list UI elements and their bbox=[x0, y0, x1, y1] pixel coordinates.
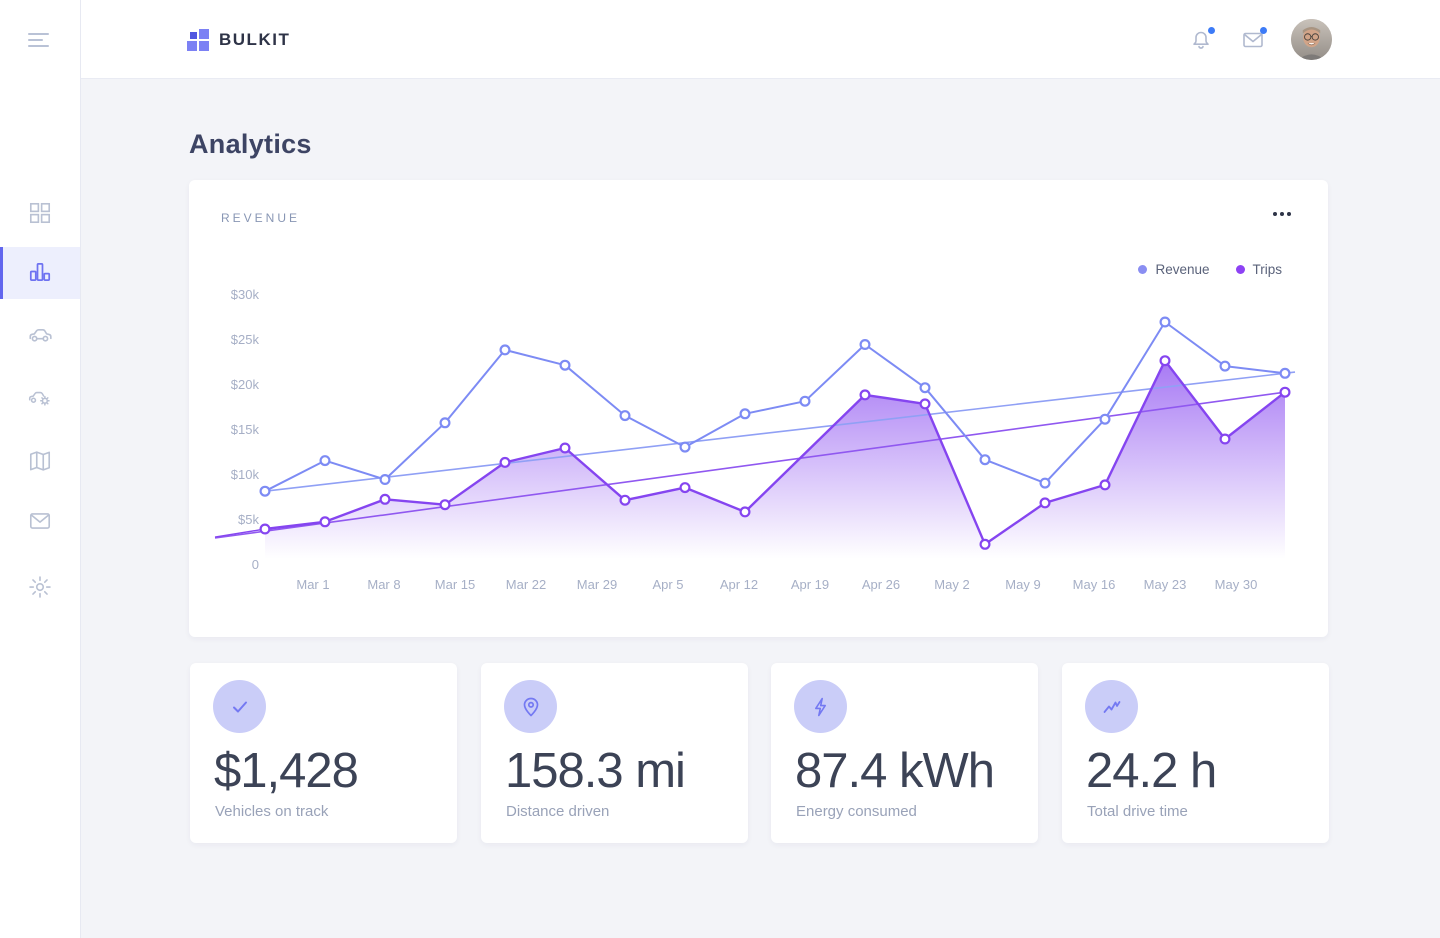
stat-label: Energy consumed bbox=[796, 803, 917, 820]
sidebar-item-vehicles[interactable] bbox=[0, 309, 80, 361]
navbar-actions bbox=[1187, 0, 1332, 79]
svg-text:$30k: $30k bbox=[231, 287, 260, 302]
svg-text:Mar 15: Mar 15 bbox=[435, 577, 475, 592]
stat-card-vehicles: $1,428 Vehicles on track bbox=[190, 663, 457, 843]
stat-card-drive-time: 24.2 h Total drive time bbox=[1062, 663, 1329, 843]
svg-text:May 16: May 16 bbox=[1073, 577, 1116, 592]
page-title: Analytics bbox=[189, 129, 312, 159]
legend-item-trips[interactable]: Trips bbox=[1235, 262, 1283, 277]
stat-value: 158.3 mi bbox=[505, 744, 686, 798]
sidebar bbox=[0, 0, 81, 938]
revenue-trips-line-chart[interactable]: $30k $25k $20k $15k $10k $5k 0 Mar 1 Mar 8 Mar 15… bbox=[189, 180, 1328, 637]
legend-dot-trips bbox=[1235, 265, 1245, 274]
svg-text:Apr 26: Apr 26 bbox=[862, 577, 900, 592]
gear-icon bbox=[27, 574, 53, 603]
bar-chart-icon bbox=[27, 259, 53, 288]
svg-text:0: 0 bbox=[252, 557, 259, 572]
map-icon bbox=[27, 448, 53, 477]
sidebar-item-car-service[interactable] bbox=[0, 372, 80, 424]
ellipsis-icon bbox=[1273, 212, 1277, 216]
stat-value: 87.4 kWh bbox=[795, 744, 995, 798]
top-navbar: BULKIT bbox=[0, 0, 1440, 79]
sidebar-item-dashboard[interactable] bbox=[0, 188, 80, 240]
svg-text:$10k: $10k bbox=[231, 467, 260, 482]
svg-text:May 30: May 30 bbox=[1215, 577, 1258, 592]
menu-toggle-button[interactable] bbox=[28, 33, 52, 47]
svg-text:Mar 29: Mar 29 bbox=[577, 577, 617, 592]
svg-text:May 9: May 9 bbox=[1005, 577, 1040, 592]
car-gear-icon bbox=[27, 384, 53, 413]
sidebar-item-settings[interactable] bbox=[0, 562, 80, 614]
stat-label: Distance driven bbox=[506, 803, 610, 820]
revenue-card-title: REVENUE bbox=[221, 211, 301, 225]
stat-card-energy: 87.4 kWh Energy consumed bbox=[771, 663, 1038, 843]
svg-text:Mar 22: Mar 22 bbox=[506, 577, 546, 592]
legend-dot-revenue bbox=[1138, 265, 1148, 274]
legend-label-trips: Trips bbox=[1252, 262, 1283, 277]
brand-logo: BULKIT bbox=[187, 0, 290, 79]
messages-button[interactable] bbox=[1239, 26, 1267, 54]
main-content: Analytics REVENUE Revenue Trips $30k $25k… bbox=[81, 79, 1440, 938]
sidebar-item-map[interactable] bbox=[0, 436, 80, 488]
svg-text:Mar 1: Mar 1 bbox=[296, 577, 329, 592]
mail-icon bbox=[1239, 28, 1267, 52]
svg-text:$15k: $15k bbox=[231, 422, 260, 437]
car-icon bbox=[27, 321, 53, 350]
stat-card-distance: 158.3 mi Distance driven bbox=[481, 663, 748, 843]
svg-text:Apr 19: Apr 19 bbox=[791, 577, 829, 592]
pulse-icon bbox=[1085, 680, 1138, 733]
svg-text:Apr 12: Apr 12 bbox=[720, 577, 758, 592]
sidebar-item-messages[interactable] bbox=[0, 496, 80, 548]
card-menu-button[interactable] bbox=[1269, 208, 1295, 220]
check-icon bbox=[213, 680, 266, 733]
sidebar-item-analytics[interactable] bbox=[0, 247, 80, 299]
bell-icon bbox=[1187, 28, 1215, 52]
map-pin-icon bbox=[504, 680, 557, 733]
stat-label: Total drive time bbox=[1087, 803, 1188, 820]
svg-text:Mar 8: Mar 8 bbox=[367, 577, 400, 592]
svg-text:Apr 5: Apr 5 bbox=[652, 577, 683, 592]
revenue-card: REVENUE Revenue Trips $30k $25k $20k $15k $1… bbox=[189, 180, 1328, 637]
svg-text:May 2: May 2 bbox=[934, 577, 969, 592]
message-badge bbox=[1260, 26, 1267, 34]
notification-badge bbox=[1208, 26, 1215, 34]
svg-text:$5k: $5k bbox=[238, 512, 259, 527]
stat-value: 24.2 h bbox=[1086, 744, 1217, 798]
bolt-icon bbox=[794, 680, 847, 733]
legend-label-revenue: Revenue bbox=[1155, 262, 1210, 277]
legend-item-revenue[interactable]: Revenue bbox=[1138, 262, 1210, 277]
svg-text:$25k: $25k bbox=[231, 332, 260, 347]
notifications-button[interactable] bbox=[1187, 26, 1215, 54]
avatar-photo bbox=[1291, 19, 1332, 60]
svg-text:May 23: May 23 bbox=[1144, 577, 1187, 592]
chart-legend: Revenue Trips bbox=[1138, 262, 1282, 277]
stat-value: $1,428 bbox=[214, 744, 359, 798]
brand-logo-icon bbox=[187, 28, 209, 51]
brand-name: BULKIT bbox=[219, 29, 291, 49]
stat-label: Vehicles on track bbox=[215, 803, 329, 820]
grid-icon bbox=[27, 200, 53, 229]
mail-icon bbox=[27, 508, 53, 537]
user-avatar[interactable] bbox=[1291, 19, 1332, 60]
svg-text:$20k: $20k bbox=[231, 377, 260, 392]
